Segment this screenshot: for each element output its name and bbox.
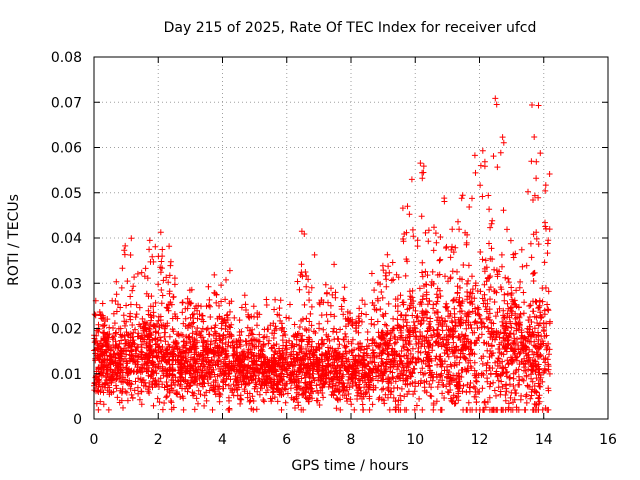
y-tick-label: 0 — [73, 412, 82, 428]
x-tick-label: 8 — [347, 432, 356, 448]
y-tick-label: 0.05 — [51, 186, 82, 202]
y-axis-label: ROTI / TECUs — [6, 194, 22, 286]
y-tick-label: 0.01 — [51, 367, 82, 383]
y-tick-label: 0.03 — [51, 276, 82, 292]
x-tick-label: 14 — [535, 432, 553, 448]
chart-title: Day 215 of 2025, Rate Of TEC Index for r… — [164, 20, 537, 36]
y-tick-label: 0.08 — [51, 50, 82, 66]
x-tick-label: 16 — [599, 432, 617, 448]
y-tick-label: 0.06 — [51, 141, 82, 157]
x-tick-label: 12 — [471, 432, 489, 448]
x-tick-label: 6 — [282, 432, 291, 448]
y-tick-label: 0.07 — [51, 95, 82, 111]
axis-ticks: 0 2 4 6 8 10 12 14 16 0 0.01 0.02 0.03 0.04 0.05 0.06 0.… — [51, 50, 617, 448]
y-tick-label: 0.04 — [51, 231, 82, 247]
x-tick-label: 0 — [90, 432, 99, 448]
x-tick-label: 10 — [406, 432, 424, 448]
x-axis-label: GPS time / hours — [291, 458, 408, 474]
grid-lines — [94, 57, 608, 419]
scatter-points — [91, 95, 553, 413]
x-tick-label: 4 — [218, 432, 227, 448]
x-tick-label: 2 — [154, 432, 163, 448]
y-tick-label: 0.02 — [51, 322, 82, 338]
data-points — [91, 95, 553, 413]
